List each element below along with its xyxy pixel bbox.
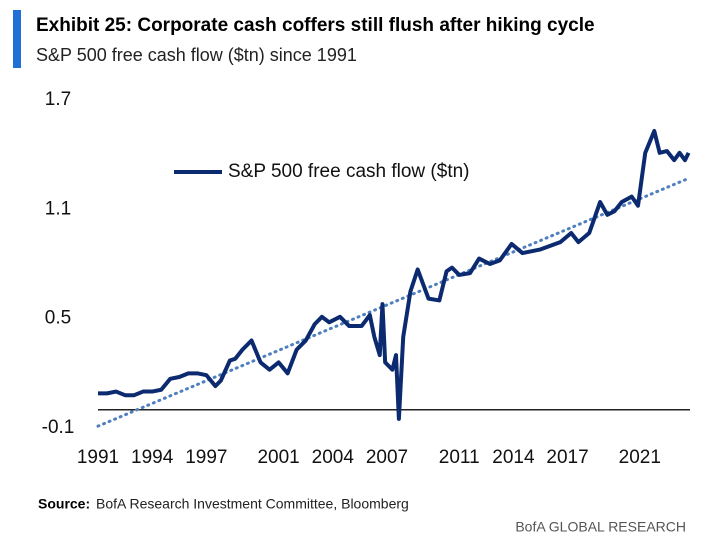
x-tick-label: 2004 bbox=[312, 447, 355, 468]
y-tick-label: 1.1 bbox=[45, 198, 71, 219]
x-tick-label: 2007 bbox=[366, 447, 408, 468]
x-tick-label: 2011 bbox=[439, 447, 480, 468]
x-tick-label: 1994 bbox=[131, 447, 174, 468]
x-tick-label: 2021 bbox=[619, 447, 661, 468]
x-tick-label: 1991 bbox=[77, 447, 119, 468]
y-tick-label: -0.1 bbox=[42, 417, 75, 438]
brand: BofA GLOBAL RESEARCH bbox=[515, 519, 686, 535]
trend-line bbox=[96, 176, 691, 428]
source-label: Source: bbox=[38, 496, 90, 512]
source-text: BofA Research Investment Committee, Bloo… bbox=[96, 496, 409, 512]
series-line bbox=[98, 128, 691, 421]
y-tick-label: 1.7 bbox=[45, 89, 71, 110]
y-tick-label: 0.5 bbox=[45, 308, 71, 329]
x-tick-label: 2001 bbox=[257, 447, 299, 468]
x-tick-label: 2017 bbox=[546, 447, 588, 468]
legend-label: S&P 500 free cash flow ($tn) bbox=[228, 161, 470, 182]
chart-subtitle: S&P 500 free cash flow ($tn) since 1991 bbox=[36, 45, 357, 65]
chart-title: Exhibit 25: Corporate cash coffers still… bbox=[36, 15, 595, 36]
x-tick-label: 1997 bbox=[185, 447, 227, 468]
title-accent bbox=[13, 10, 21, 68]
x-tick-label: 2014 bbox=[492, 447, 535, 468]
